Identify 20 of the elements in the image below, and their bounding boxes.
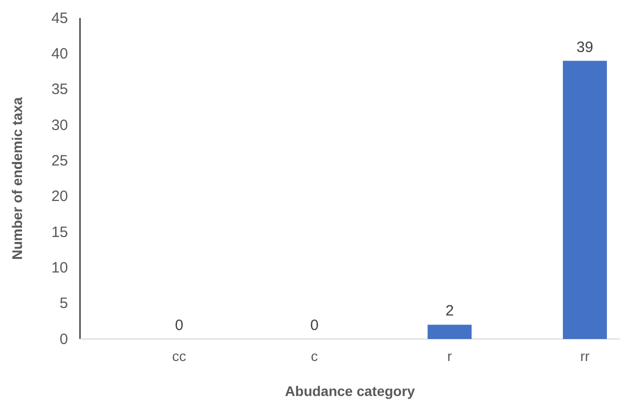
y-tick-label: 25 — [51, 152, 68, 170]
y-tick-label: 30 — [51, 116, 68, 134]
y-tick-label: 10 — [51, 259, 68, 276]
y-tick-label: 45 — [51, 10, 68, 27]
x-axis-title: Abudance category — [285, 383, 416, 399]
x-tick-label: c — [310, 348, 318, 364]
x-tick-label: rr — [580, 348, 590, 364]
x-tick-label: r — [447, 348, 452, 364]
data-label: 0 — [174, 317, 184, 334]
x-tick-label: cc — [172, 348, 186, 364]
data-label: 0 — [310, 317, 319, 334]
y-tick-label: 40 — [51, 45, 68, 62]
y-tick-label: 35 — [51, 81, 68, 98]
data-label: 39 — [576, 38, 594, 56]
y-tick-label: 20 — [51, 188, 68, 206]
y-tick-label: 0 — [60, 330, 68, 348]
y-tick-label: 5 — [60, 295, 68, 312]
y-tick-label: 15 — [51, 224, 68, 241]
y-axis-title: Number of endemic taxa — [9, 96, 25, 260]
data-label: 2 — [445, 302, 454, 320]
